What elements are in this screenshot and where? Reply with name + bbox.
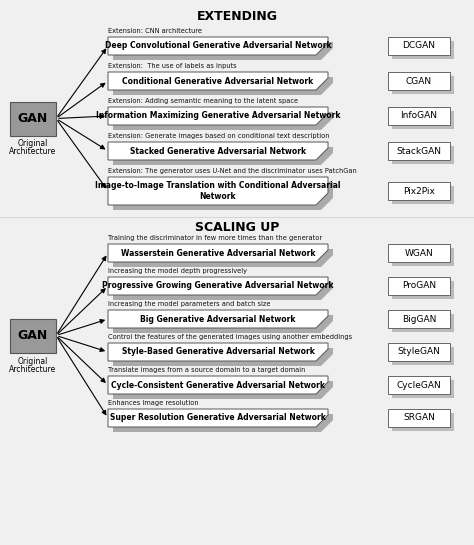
Text: StyleGAN: StyleGAN: [398, 348, 440, 356]
Polygon shape: [113, 414, 333, 432]
Text: Control the features of the generated images using another embeddings: Control the features of the generated im…: [108, 334, 352, 340]
Polygon shape: [113, 42, 333, 60]
Text: Conditional Generative Adversarial Network: Conditional Generative Adversarial Netwo…: [122, 76, 314, 86]
Text: Wasserstein Generative Adversarial Network: Wasserstein Generative Adversarial Netwo…: [121, 249, 315, 257]
Text: SCALING UP: SCALING UP: [195, 221, 279, 234]
FancyBboxPatch shape: [10, 101, 56, 136]
FancyBboxPatch shape: [388, 409, 450, 427]
FancyBboxPatch shape: [388, 142, 450, 160]
Polygon shape: [113, 182, 333, 210]
Polygon shape: [108, 244, 328, 262]
FancyBboxPatch shape: [392, 76, 454, 94]
Polygon shape: [108, 310, 328, 328]
FancyBboxPatch shape: [388, 376, 450, 394]
Text: Progressive Growing Generative Adversarial Network: Progressive Growing Generative Adversari…: [102, 282, 334, 290]
FancyBboxPatch shape: [388, 343, 450, 361]
FancyBboxPatch shape: [388, 182, 450, 200]
Text: Training the discriminator in few more times than the generator: Training the discriminator in few more t…: [108, 235, 322, 241]
Polygon shape: [108, 72, 328, 90]
FancyBboxPatch shape: [388, 37, 450, 55]
FancyBboxPatch shape: [392, 41, 454, 59]
Text: InfoGAN: InfoGAN: [401, 112, 438, 120]
Polygon shape: [108, 37, 328, 55]
Text: CycleGAN: CycleGAN: [397, 380, 441, 390]
Text: Image-to-Image Translation with Conditional Adversarial
Network: Image-to-Image Translation with Conditio…: [95, 181, 341, 201]
Text: GAN: GAN: [18, 329, 48, 342]
Text: BigGAN: BigGAN: [402, 314, 436, 324]
Text: Style-Based Generative Adversarial Network: Style-Based Generative Adversarial Netwo…: [121, 348, 314, 356]
FancyBboxPatch shape: [392, 281, 454, 299]
FancyBboxPatch shape: [388, 277, 450, 295]
Text: Extension:  The use of labels as inputs: Extension: The use of labels as inputs: [108, 63, 237, 69]
Text: DCGAN: DCGAN: [402, 41, 436, 51]
Text: Extension: Adding semantic meaning to the latent space: Extension: Adding semantic meaning to th…: [108, 98, 298, 104]
Polygon shape: [113, 381, 333, 399]
FancyBboxPatch shape: [388, 107, 450, 125]
Polygon shape: [113, 77, 333, 95]
FancyBboxPatch shape: [392, 380, 454, 398]
FancyBboxPatch shape: [388, 310, 450, 328]
Text: SRGAN: SRGAN: [403, 414, 435, 422]
Polygon shape: [113, 282, 333, 300]
FancyBboxPatch shape: [392, 111, 454, 129]
Polygon shape: [108, 177, 328, 205]
FancyBboxPatch shape: [388, 244, 450, 262]
Text: Big Generative Adversarial Network: Big Generative Adversarial Network: [140, 314, 296, 324]
Polygon shape: [108, 376, 328, 394]
Text: ProGAN: ProGAN: [402, 282, 436, 290]
FancyBboxPatch shape: [388, 72, 450, 90]
Text: WGAN: WGAN: [405, 249, 433, 257]
Text: Stacked Generative Adversarial Network: Stacked Generative Adversarial Network: [130, 147, 306, 155]
Text: Increasing the model parameters and batch size: Increasing the model parameters and batc…: [108, 301, 271, 307]
Text: EXTENDING: EXTENDING: [197, 10, 277, 23]
Text: Enhances Image resolution: Enhances Image resolution: [108, 400, 199, 406]
FancyBboxPatch shape: [392, 314, 454, 332]
Polygon shape: [113, 147, 333, 165]
Polygon shape: [113, 348, 333, 366]
Text: Original: Original: [18, 356, 48, 366]
Text: Architecture: Architecture: [9, 365, 56, 373]
Text: Increasing the model depth progressively: Increasing the model depth progressively: [108, 268, 247, 274]
Text: Extension: CNN architecture: Extension: CNN architecture: [108, 28, 202, 34]
Text: StackGAN: StackGAN: [396, 147, 441, 155]
Text: Architecture: Architecture: [9, 148, 56, 156]
Text: GAN: GAN: [18, 112, 48, 125]
Polygon shape: [108, 107, 328, 125]
Polygon shape: [113, 249, 333, 267]
Text: Pix2Pix: Pix2Pix: [403, 186, 435, 196]
Text: CGAN: CGAN: [406, 76, 432, 86]
Polygon shape: [113, 315, 333, 333]
Polygon shape: [108, 142, 328, 160]
Text: Translate images from a source domain to a target domain: Translate images from a source domain to…: [108, 367, 305, 373]
Text: Cycle-Consistent Generative Adversarial Network: Cycle-Consistent Generative Adversarial …: [111, 380, 325, 390]
Text: Super Resolution Generative Adversarial Network: Super Resolution Generative Adversarial …: [110, 414, 326, 422]
FancyBboxPatch shape: [392, 146, 454, 164]
Polygon shape: [108, 343, 328, 361]
FancyBboxPatch shape: [392, 186, 454, 204]
FancyBboxPatch shape: [392, 413, 454, 431]
Polygon shape: [108, 277, 328, 295]
Polygon shape: [113, 112, 333, 130]
Text: Information Maximizing Generative Adversarial Network: Information Maximizing Generative Advers…: [96, 112, 340, 120]
Text: Extension: The generator uses U-Net and the discriminator uses PatchGan: Extension: The generator uses U-Net and …: [108, 168, 357, 174]
Polygon shape: [108, 409, 328, 427]
FancyBboxPatch shape: [10, 318, 56, 353]
FancyBboxPatch shape: [392, 248, 454, 266]
Text: Original: Original: [18, 140, 48, 148]
Text: Extension: Generate images based on conditional text description: Extension: Generate images based on cond…: [108, 133, 329, 139]
Text: Deep Convolutional Generative Adversarial Network: Deep Convolutional Generative Adversaria…: [105, 41, 331, 51]
FancyBboxPatch shape: [392, 347, 454, 365]
